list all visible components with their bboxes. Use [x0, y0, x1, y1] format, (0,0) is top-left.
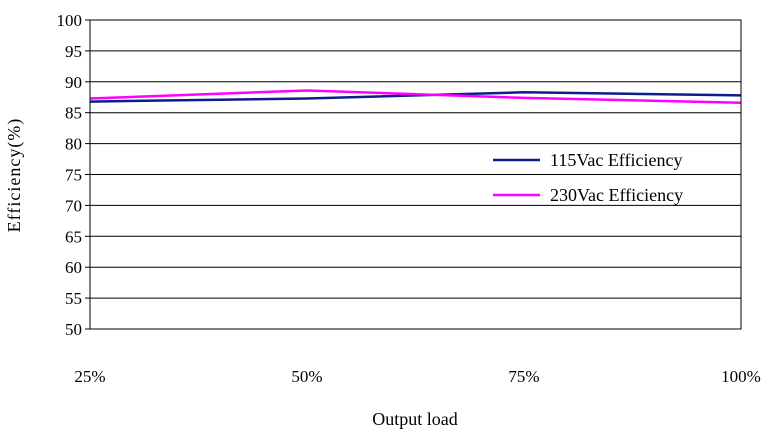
- y-tick-labels: 50 55 60 65 70 75 80 85 90 95 100: [57, 11, 83, 339]
- y-tick-label: 55: [65, 289, 82, 308]
- y-tick-label: 100: [57, 11, 83, 30]
- legend-label-1: 115Vac Efficiency: [550, 150, 682, 170]
- y-tick-label: 90: [65, 73, 82, 92]
- y-tick-label: 70: [65, 196, 82, 215]
- x-axis-title: Output load: [372, 409, 458, 429]
- y-tick-label: 80: [65, 135, 82, 154]
- legend-label-2: 230Vac Efficiency: [550, 185, 683, 205]
- y-tick-label: 50: [65, 320, 82, 339]
- plot-frame: [89, 19, 742, 330]
- series-line-2: [89, 89, 742, 105]
- y-tick-label: 95: [65, 42, 82, 61]
- x-tick-labels: 25% 50% 75% 100%: [74, 367, 760, 386]
- x-tick-label: 25%: [74, 367, 105, 386]
- x-tick-label: 100%: [721, 367, 761, 386]
- y-tick-label: 85: [65, 104, 82, 123]
- series-lines: [89, 89, 742, 105]
- gridlines: [85, 19, 741, 330]
- y-tick-label: 60: [65, 258, 82, 277]
- x-tick-label: 50%: [291, 367, 322, 386]
- y-tick-label: 65: [65, 227, 82, 246]
- y-tick-label: 75: [65, 166, 82, 185]
- y-axis-title: Efficiency(%): [4, 118, 25, 233]
- x-tick-label: 75%: [508, 367, 539, 386]
- legend: 115Vac Efficiency 230Vac Efficiency: [493, 150, 683, 205]
